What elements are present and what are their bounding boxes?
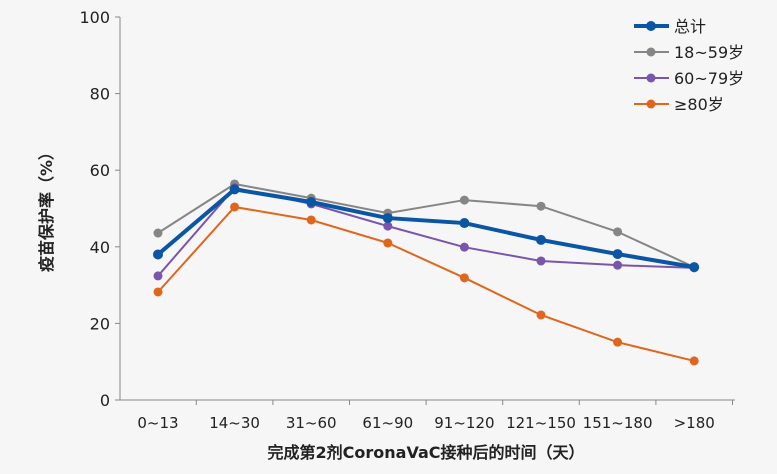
data-point: [613, 227, 623, 237]
y-axis-label: 疫苗保护率（%）: [37, 144, 56, 272]
series-group: [153, 179, 700, 366]
data-point: [536, 256, 546, 266]
data-point: [153, 287, 163, 297]
x-tick-label: 61~90: [362, 414, 413, 432]
legend-label: ≥80岁: [674, 95, 724, 114]
data-point: [459, 218, 470, 229]
series-line-0: [156, 187, 695, 270]
x-tick-label: >180: [674, 414, 715, 432]
data-point: [153, 249, 163, 260]
data-point: [153, 228, 163, 238]
axes: 0 20 40 60 80 100 0~13 14~30 31~60 61~90 91~120 121…: [79, 8, 735, 432]
x-tick-label: 121~150: [506, 414, 576, 432]
data-point: [612, 249, 623, 260]
legend-swatch-marker: [646, 21, 656, 31]
data-point: [383, 221, 393, 231]
data-point: [306, 196, 317, 207]
x-tick-label: 91~120: [434, 414, 494, 432]
x-tick-label: 31~60: [286, 414, 337, 432]
data-point: [613, 260, 623, 270]
legend-swatch-marker: [646, 73, 656, 83]
data-point: [536, 234, 546, 245]
y-tick-label: 20: [90, 314, 110, 333]
data-point: [613, 337, 623, 347]
y-tick-label: 100: [79, 8, 110, 27]
data-point: [229, 184, 240, 195]
data-point: [459, 273, 469, 283]
data-point: [306, 215, 316, 225]
legend-label: 总计: [674, 17, 706, 36]
data-point: [459, 242, 469, 252]
data-point: [536, 310, 546, 320]
data-point: [689, 262, 700, 273]
data-point: [382, 213, 393, 224]
y-tick-label: 80: [90, 85, 110, 104]
series-line-3: [157, 205, 695, 362]
y-tick-label: 60: [90, 161, 110, 180]
data-point: [153, 271, 163, 281]
x-tick-label: 151~180: [583, 414, 653, 432]
y-tick-label: 0: [100, 391, 110, 410]
legend-swatch-marker: [646, 99, 656, 109]
legend-swatch-marker: [646, 47, 656, 57]
y-tick-label: 40: [90, 238, 110, 257]
data-point: [459, 195, 469, 205]
legend: 总计 18~59岁 60~79岁 ≥80岁: [634, 17, 744, 114]
data-point: [689, 356, 699, 366]
legend-label: 60~79岁: [674, 69, 744, 88]
data-point: [536, 201, 546, 211]
data-point: [383, 238, 393, 248]
legend-label: 18~59岁: [674, 43, 744, 62]
series-line-1: [157, 182, 695, 269]
x-tick-label: 14~30: [209, 414, 260, 432]
data-point: [230, 202, 240, 212]
x-tick-label: 0~13: [137, 414, 178, 432]
x-axis-label: 完成第2剂CoronaVaC接种后的时间（天）: [268, 443, 585, 462]
